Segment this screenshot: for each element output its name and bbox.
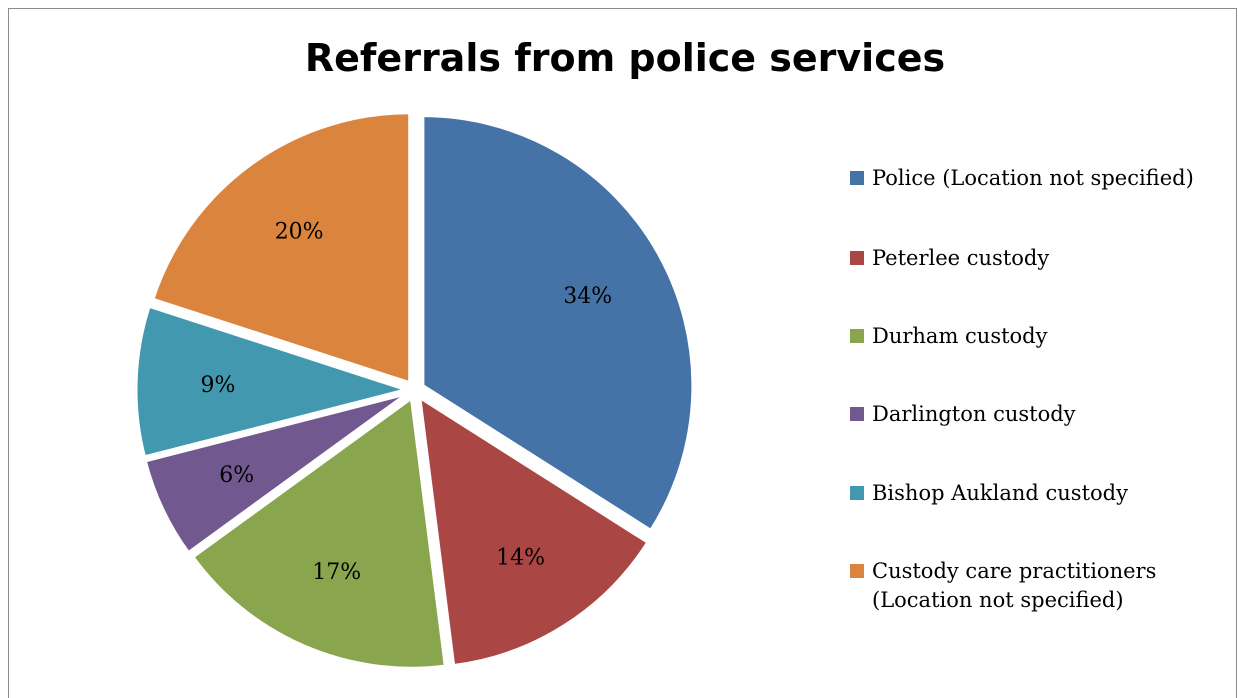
slice-data-label: 9% (201, 373, 236, 398)
chart-frame (8, 8, 1237, 698)
chart-legend: Police (Location not specified) Peterlee … (850, 0, 1230, 682)
legend-label: Darlington custody (872, 402, 1076, 426)
legend-swatch (850, 329, 864, 343)
pie-slice (421, 114, 695, 533)
pie-slice (151, 111, 412, 385)
legend-swatch (850, 486, 864, 500)
legend-swatch (850, 171, 864, 185)
pie-slice (143, 392, 408, 555)
slice-data-label: 20% (275, 220, 324, 245)
legend-swatch (850, 564, 864, 578)
slice-data-label: 34% (563, 284, 612, 309)
legend-label: Durham custody (872, 324, 1048, 348)
legend-swatch (850, 407, 864, 421)
legend-swatch (850, 251, 864, 265)
pie-slice (417, 394, 650, 668)
slice-data-label: 14% (496, 545, 545, 570)
pie-chart: 34% 14% 17% 6% 9% 20% (134, 111, 695, 670)
pie-slice (134, 304, 412, 459)
slice-data-label: 6% (219, 463, 254, 488)
legend-label: Police (Location not specified) (872, 166, 1194, 190)
chart-title: Referrals from police services (304, 36, 946, 80)
legend-label: Bishop Aukland custody (872, 481, 1128, 505)
legend-label: Peterlee custody (872, 246, 1050, 270)
pie-slice (190, 395, 447, 670)
slice-data-label: 17% (312, 560, 361, 585)
legend-label: Custody care practitioners (Location not… (872, 559, 1157, 612)
